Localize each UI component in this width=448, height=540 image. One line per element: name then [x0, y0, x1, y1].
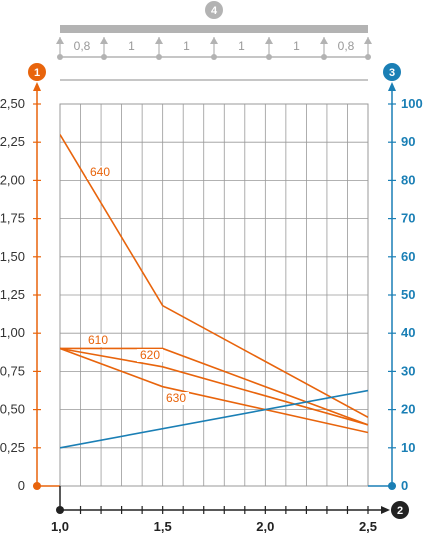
left-tick-label: 0	[18, 478, 25, 493]
chart-series	[60, 134, 368, 449]
x-axis	[56, 486, 390, 514]
left-tick-label: 0,50	[0, 402, 25, 417]
span-length-label: 0,8	[74, 39, 91, 53]
support-node	[211, 54, 217, 60]
right-tick-label: 80	[401, 172, 415, 187]
right-axis-ticks: 0 10 20 30 40 50 60 70 80 90 100	[388, 96, 423, 493]
right-axis-badge: 3	[383, 63, 401, 81]
series-line-640	[60, 134, 368, 418]
series-label-bg	[163, 392, 189, 405]
right-tick-label: 40	[401, 325, 415, 340]
left-tick-label: 2,50	[0, 96, 25, 111]
right-tick-label: 10	[401, 440, 415, 455]
left-tick-label: 1,25	[0, 287, 25, 302]
plot-frame	[59, 103, 369, 487]
x-tick-label: 2,5	[359, 519, 377, 534]
top-beam-badge: 4	[205, 1, 223, 19]
series-line-630	[60, 347, 368, 434]
right-tick-label: 0	[401, 478, 408, 493]
right-y-axis	[368, 82, 396, 490]
support-node	[266, 54, 272, 60]
series-label-620: 620	[140, 348, 160, 362]
series-label-640: 640	[90, 165, 110, 179]
right-tick-label: 70	[401, 211, 415, 226]
right-tick-label: 20	[401, 402, 415, 417]
left-tick-label: 0,25	[0, 440, 25, 455]
left-y-axis	[33, 82, 60, 490]
series-label-bg	[137, 349, 163, 362]
left-tick-label: 2,25	[0, 134, 25, 149]
span-length-label: 1	[128, 39, 135, 53]
right-tick-label: 30	[401, 363, 415, 378]
span-length-label: 0,8	[338, 39, 355, 53]
support-node	[156, 54, 162, 60]
support-node	[57, 54, 63, 60]
support-node	[101, 54, 107, 60]
left-tick-label: 0,75	[0, 363, 25, 378]
x-axis-ticks: 1,0 1,5 2,0 2,5	[51, 506, 377, 534]
chart-series-labels: 640 610 620 630	[85, 165, 189, 405]
right-axis-badge-number: 3	[389, 67, 395, 79]
x-axis-badge: 2	[391, 501, 409, 519]
right-tick-label: 50	[401, 287, 415, 302]
support-node	[365, 54, 371, 60]
support-node	[321, 54, 327, 60]
series-line-620	[60, 347, 368, 426]
series-label-bg	[87, 166, 113, 179]
top-beam-badge-number: 4	[211, 5, 218, 17]
span-length-label: 1	[238, 39, 245, 53]
series-label-610: 610	[88, 333, 108, 347]
plot-grid	[60, 104, 368, 486]
left-axis-ticks: 0 0,25 0,50 0,75 1,00 1,25 1,50 1,75 2,00 2,25 2,5…	[0, 96, 41, 493]
series-label-bg	[85, 334, 111, 347]
series-line-610	[60, 347, 368, 426]
beam-bar	[60, 25, 368, 33]
beam-diagram: 0,8 1 1 1 1 0,8	[56, 25, 372, 81]
left-tick-label: 1,50	[0, 249, 25, 264]
left-axis-badge: 1	[28, 63, 46, 81]
right-tick-label: 60	[401, 249, 415, 264]
x-tick-label: 1,0	[51, 519, 69, 534]
series-label-630: 630	[166, 391, 186, 405]
left-tick-label: 1,75	[0, 211, 25, 226]
right-tick-label: 100	[401, 96, 423, 111]
left-tick-label: 2,00	[0, 172, 25, 187]
x-tick-label: 1,5	[154, 519, 172, 534]
left-tick-label: 1,00	[0, 325, 25, 340]
x-axis-badge-number: 2	[397, 505, 403, 517]
x-tick-label: 2,0	[256, 519, 274, 534]
deflection-line	[60, 389, 368, 449]
span-length-label: 1	[183, 39, 190, 53]
right-tick-label: 90	[401, 134, 415, 149]
span-length-label: 1	[293, 39, 300, 53]
left-axis-badge-number: 1	[34, 67, 40, 79]
